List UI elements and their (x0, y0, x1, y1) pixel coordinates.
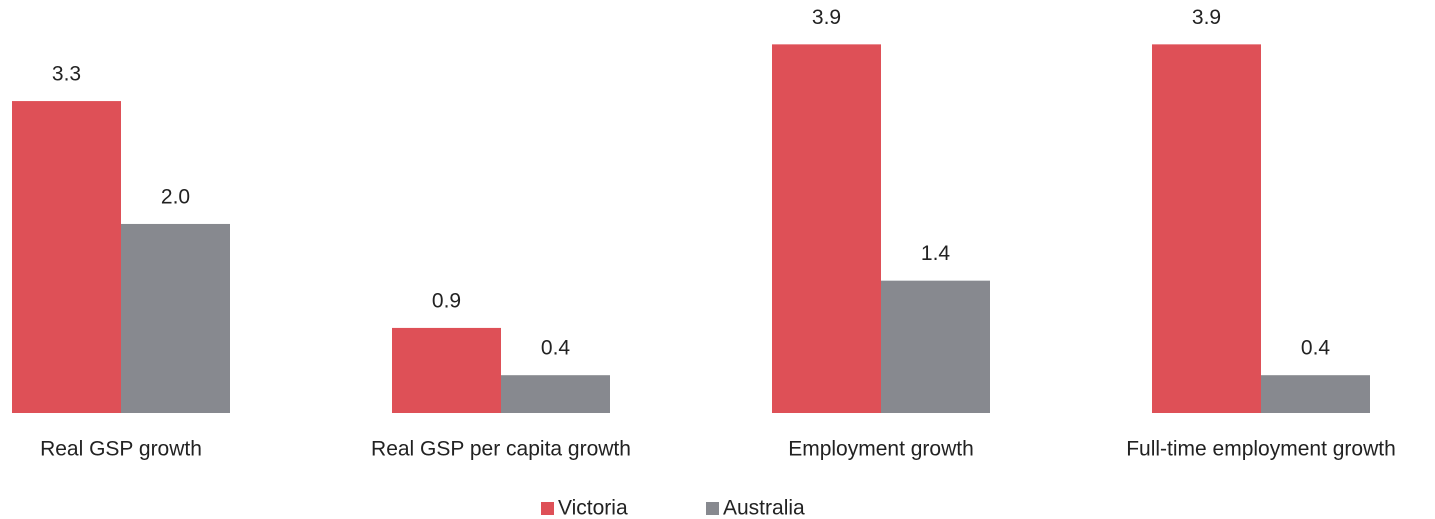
legend-label: Australia (723, 497, 805, 519)
data-label: 0.9 (432, 289, 461, 312)
data-label: 3.9 (1192, 6, 1221, 29)
data-label: 3.9 (812, 6, 841, 29)
bar (881, 280, 990, 413)
x-tick-label: Employment growth (788, 438, 974, 461)
bar (12, 101, 121, 414)
legend-swatch (706, 502, 719, 515)
bar (501, 375, 610, 413)
bar (1152, 44, 1261, 413)
bar (772, 44, 881, 413)
data-label: 0.4 (1301, 337, 1331, 360)
x-tick-label: Full-time employment growth (1126, 438, 1396, 461)
legend-label: Victoria (558, 497, 628, 519)
data-label: 1.4 (921, 242, 951, 265)
bar (1261, 375, 1370, 413)
data-label: 0.4 (541, 337, 571, 360)
x-tick-label: Real GSP per capita growth (371, 438, 631, 461)
bar (121, 223, 230, 413)
data-label: 2.0 (161, 185, 190, 208)
x-tick-label: Real GSP growth (40, 438, 202, 461)
bar (392, 327, 501, 413)
legend-swatch (541, 502, 554, 515)
data-label: 3.3 (52, 63, 81, 86)
